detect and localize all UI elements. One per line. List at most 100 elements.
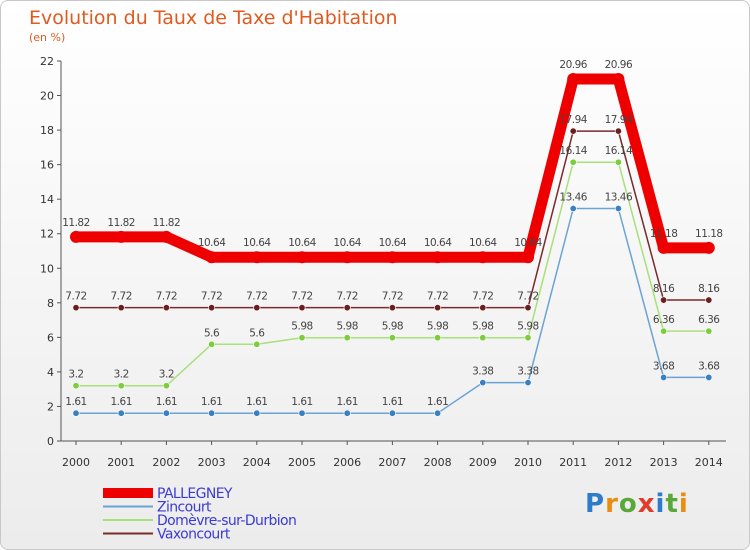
- data-label: 7.72: [382, 291, 403, 303]
- data-point: [72, 409, 80, 417]
- data-point: [298, 304, 306, 312]
- data-label: 17.94: [605, 114, 633, 126]
- x-tick-label: 2002: [152, 456, 180, 469]
- data-point: [208, 340, 216, 348]
- data-label: 1.61: [65, 396, 86, 408]
- data-point: [343, 334, 351, 342]
- data-label: 1.61: [156, 396, 177, 408]
- data-point: [479, 379, 487, 387]
- data-label: 10.64: [514, 237, 542, 249]
- data-label: 5.6: [204, 327, 220, 339]
- data-point: [70, 230, 82, 243]
- data-point: [205, 251, 218, 264]
- data-label: 11.18: [650, 228, 678, 240]
- data-point: [341, 251, 354, 264]
- data-label: 8.16: [698, 283, 720, 295]
- data-point: [117, 409, 125, 417]
- data-label: 7.72: [337, 291, 358, 303]
- x-tick-label: 2006: [333, 456, 361, 469]
- proxiti-logo: Proxiti: [585, 489, 689, 519]
- data-label: 6.36: [698, 314, 720, 326]
- data-point: [162, 409, 170, 417]
- data-label: 5.98: [291, 321, 312, 333]
- x-tick-label: 2012: [604, 456, 632, 469]
- data-label: 1.61: [201, 396, 222, 408]
- data-point: [569, 158, 577, 166]
- data-label: 1.61: [111, 396, 132, 408]
- data-point: [253, 409, 261, 417]
- data-label: 3.68: [698, 360, 719, 372]
- data-label: 10.64: [198, 237, 226, 249]
- legend-entry: Vaxoncourt: [157, 527, 231, 543]
- data-label: 1.61: [246, 396, 267, 408]
- data-label: 3.2: [159, 369, 174, 381]
- data-label: 10.64: [379, 237, 407, 249]
- data-point: [524, 379, 532, 387]
- data-label: 11.82: [153, 217, 181, 229]
- data-point: [660, 327, 668, 335]
- data-label: 5.6: [249, 327, 265, 339]
- data-label: 5.98: [427, 321, 448, 333]
- y-tick-label: 20: [40, 90, 54, 103]
- data-label: 1.61: [382, 396, 403, 408]
- data-point: [115, 230, 128, 243]
- x-tick-label: 2009: [469, 456, 497, 469]
- data-label: 11.82: [62, 217, 90, 229]
- data-label: 13.46: [605, 192, 633, 204]
- data-label: 5.98: [517, 321, 538, 333]
- data-label: 3.2: [68, 369, 83, 381]
- data-point: [117, 382, 125, 390]
- data-label: 20.96: [605, 59, 633, 71]
- data-point: [72, 382, 80, 390]
- data-label: 7.72: [201, 291, 222, 303]
- data-point: [612, 72, 625, 85]
- data-label: 16.14: [559, 145, 587, 157]
- data-point: [614, 205, 622, 213]
- logo-letter: P: [585, 489, 606, 519]
- data-point: [434, 304, 442, 312]
- logo-letter: t: [665, 489, 679, 519]
- x-tick-label: 2000: [62, 456, 90, 469]
- chart-title: Evolution du Taux de Taxe d'Habitation: [29, 7, 398, 29]
- series-line-pallegney: [70, 73, 715, 263]
- y-tick-label: 0: [47, 435, 54, 448]
- x-tick-label: 2003: [198, 456, 226, 469]
- x-tick-label: 2014: [695, 456, 723, 469]
- y-tick-label: 2: [47, 400, 54, 413]
- data-point: [160, 230, 173, 243]
- data-point: [702, 241, 715, 254]
- data-point: [614, 158, 622, 166]
- data-label: 7.72: [156, 291, 177, 303]
- x-tick-label: 2004: [243, 456, 271, 469]
- y-tick-label: 4: [47, 366, 54, 379]
- y-tick-label: 22: [40, 55, 54, 68]
- y-tick-label: 10: [40, 262, 54, 275]
- data-label: 3.38: [517, 366, 538, 378]
- data-label: 7.72: [246, 291, 267, 303]
- logo-letter: x: [637, 489, 656, 519]
- data-point: [388, 334, 396, 342]
- logo-letter: o: [618, 489, 638, 519]
- data-point: [343, 304, 351, 312]
- data-point: [208, 409, 216, 417]
- y-tick-label: 16: [40, 159, 54, 172]
- data-point: [253, 340, 261, 348]
- data-label: 7.72: [111, 291, 132, 303]
- x-tick-label: 2001: [107, 456, 135, 469]
- data-point: [479, 334, 487, 342]
- legend-entry: Domèvre-sur-Durbion: [157, 513, 296, 529]
- data-point: [567, 72, 580, 85]
- data-label: 10.64: [469, 237, 497, 249]
- data-point: [705, 296, 713, 304]
- data-point: [614, 127, 622, 135]
- data-point: [388, 304, 396, 312]
- data-point: [296, 251, 308, 264]
- data-label: 20.96: [559, 59, 587, 71]
- data-point: [524, 304, 532, 312]
- data-point: [476, 251, 489, 264]
- y-tick-label: 6: [47, 331, 54, 344]
- data-label: 8.16: [653, 283, 675, 295]
- data-point: [343, 409, 351, 417]
